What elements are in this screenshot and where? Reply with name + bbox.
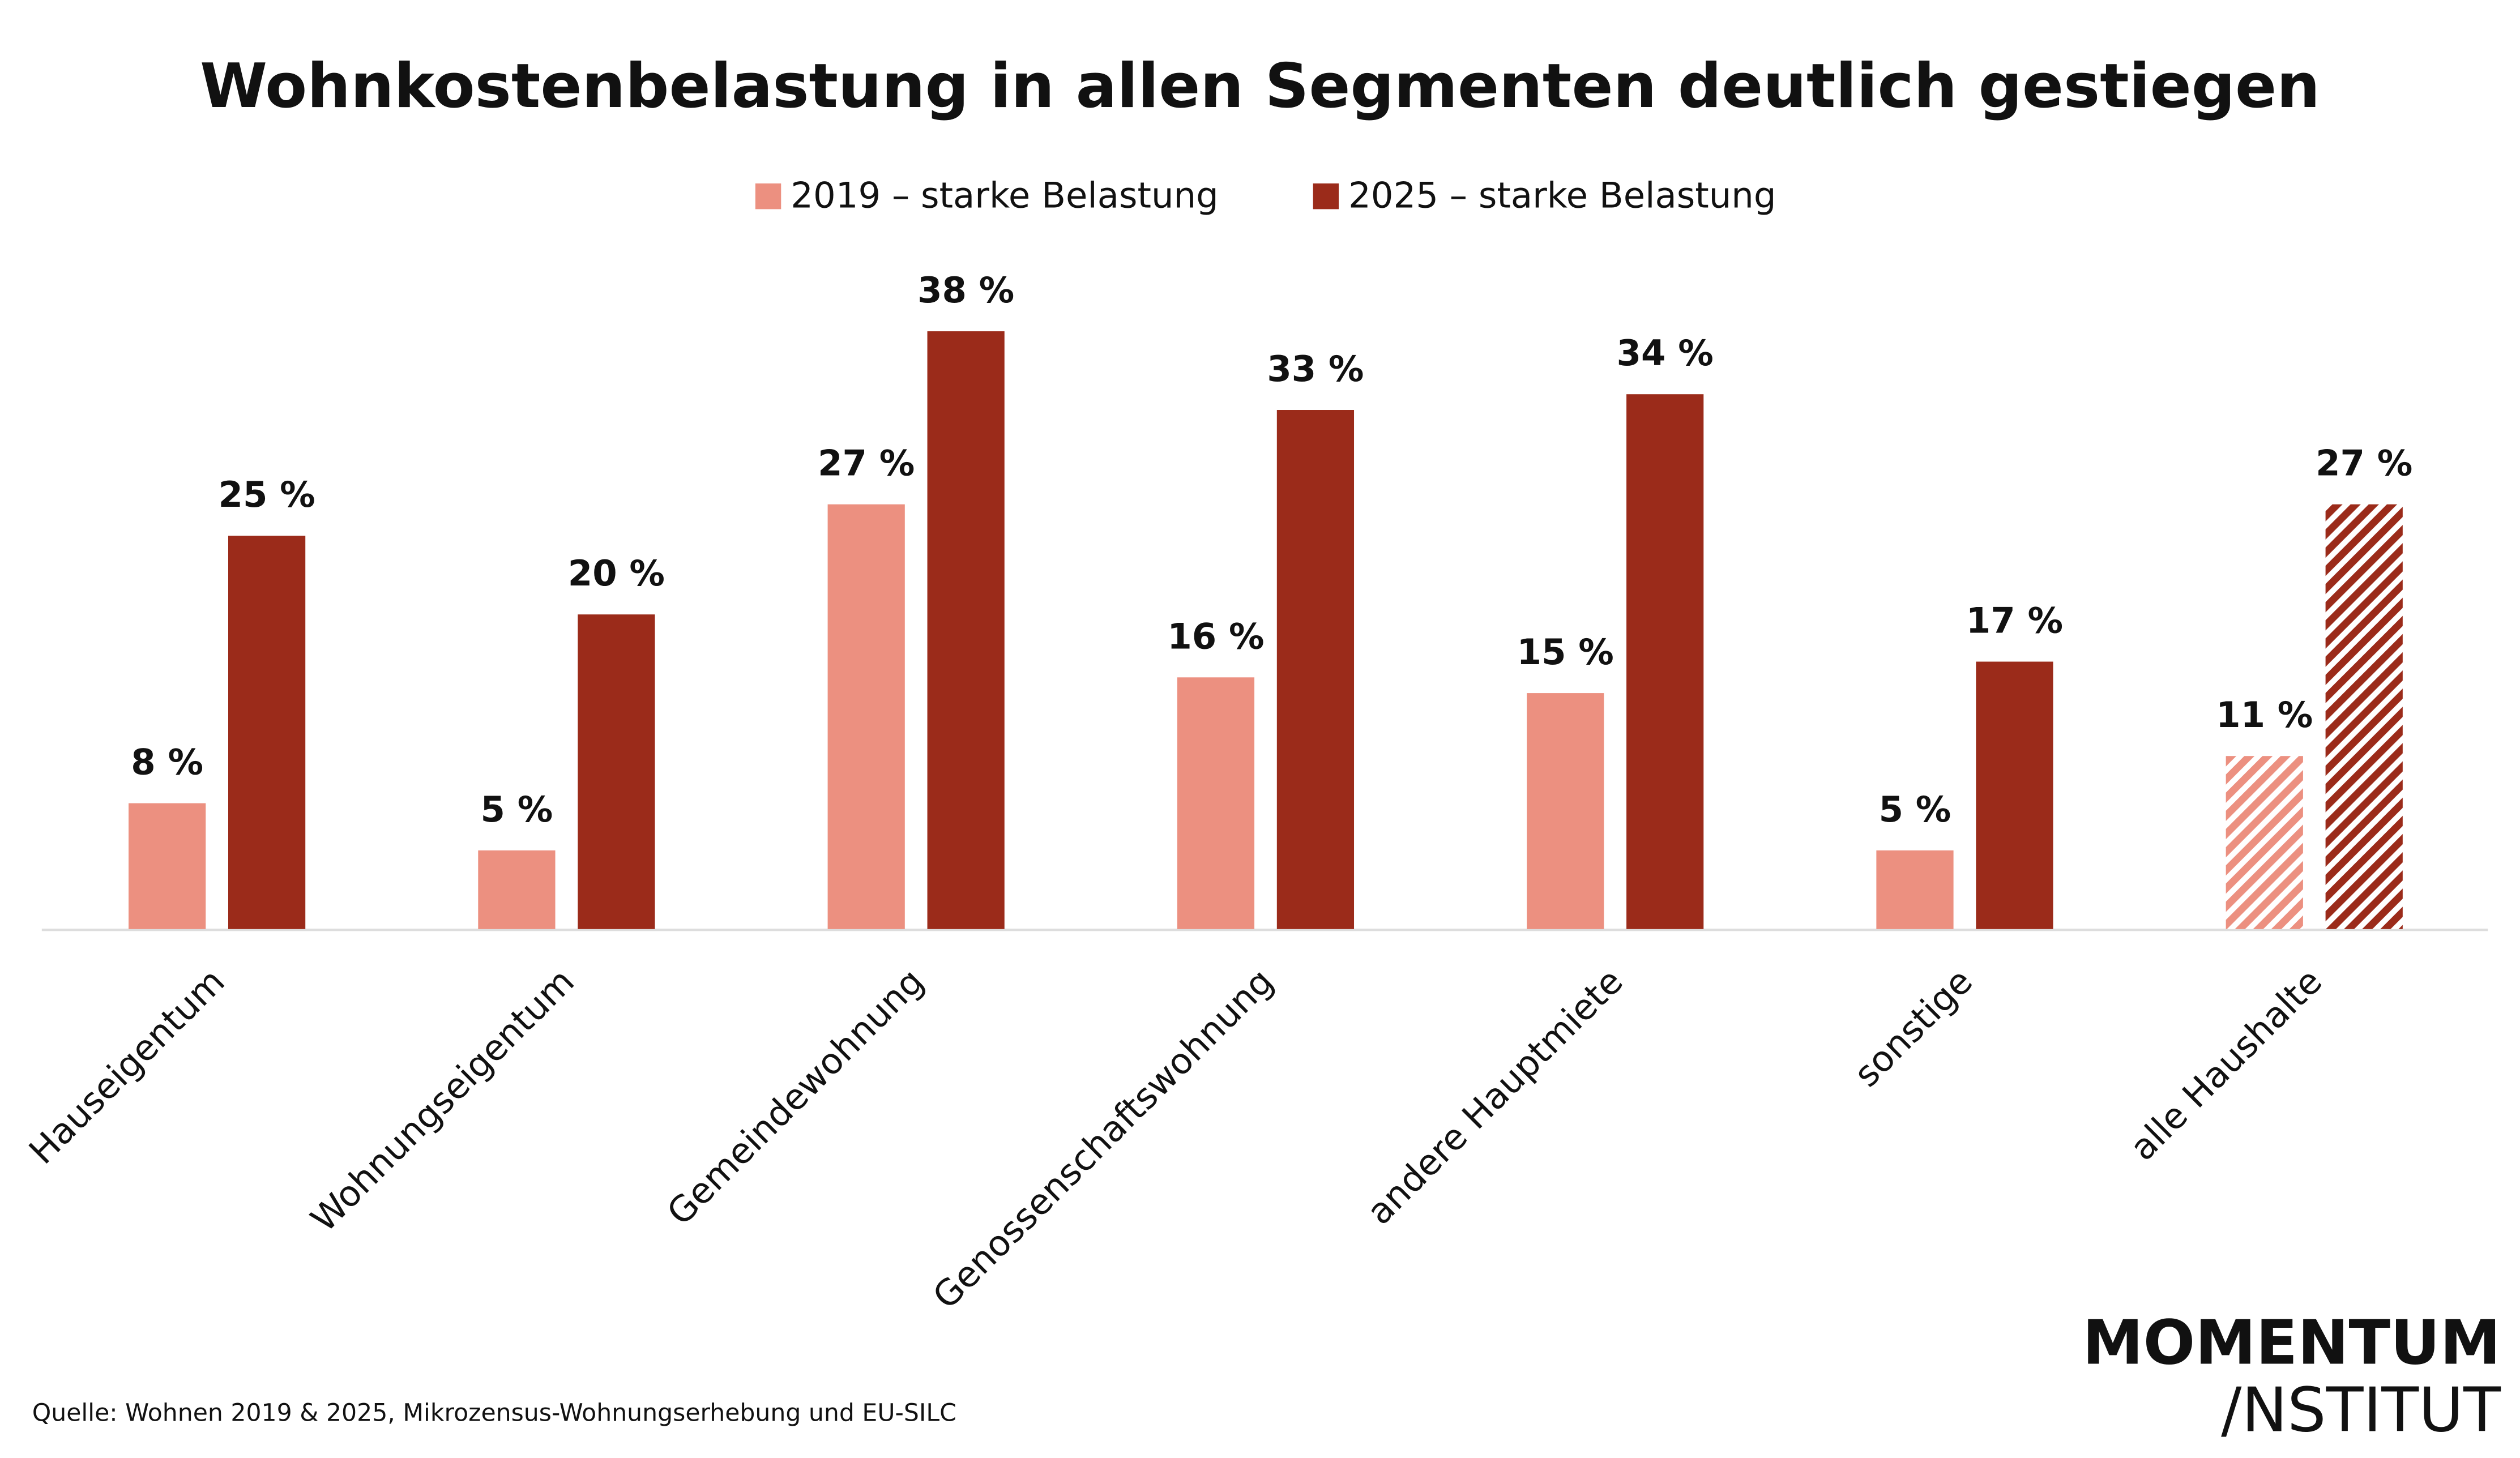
value-label: 8 %	[131, 742, 203, 783]
chart-title: Wohnkostenbelastung in allen Segmenten d…	[200, 51, 2320, 122]
value-label: 20 %	[568, 553, 665, 594]
x-tick-label: andere Hauptmiete	[1359, 960, 1631, 1233]
legend-swatch	[1313, 183, 1339, 209]
value-label: 15 %	[1517, 631, 1614, 673]
x-tick-label: alle Haushalte	[2122, 960, 2330, 1168]
x-tick-label: Hauseigentum	[21, 960, 233, 1172]
bar	[827, 504, 905, 929]
bar	[478, 850, 556, 929]
x-tick-label: Wohnungseigentum	[303, 960, 582, 1239]
value-label: 27 %	[2316, 443, 2412, 484]
x-tick-label: sonstige	[1846, 960, 1980, 1094]
bar	[1527, 693, 1604, 929]
bar	[927, 331, 1005, 929]
value-label: 11 %	[2216, 694, 2313, 736]
bar	[1177, 677, 1255, 929]
value-label: 16 %	[1167, 615, 1264, 657]
legend-label: 2019 – starke Belastung	[791, 175, 1218, 216]
value-label: 17 %	[1966, 600, 2063, 642]
x-tick-label: Gemeindewohnung	[659, 960, 932, 1233]
bar	[1626, 394, 1704, 929]
value-label: 5 %	[1879, 789, 1951, 830]
bar	[228, 536, 306, 929]
value-label: 27 %	[818, 443, 915, 484]
x-tick-label: Genossenschaftswohnung	[925, 960, 1281, 1316]
bar	[129, 803, 206, 929]
value-label: 25 %	[219, 474, 315, 515]
logo-line: /NSTITUT	[2221, 1375, 2501, 1446]
value-label: 33 %	[1267, 348, 1364, 390]
logo-line: MOMENTUM	[2082, 1307, 2501, 1378]
bar	[2325, 504, 2403, 929]
legend-label: 2025 – starke Belastung	[1348, 175, 1776, 216]
bar	[1876, 850, 1954, 929]
value-label: 5 %	[481, 789, 553, 830]
value-label: 34 %	[1617, 332, 1714, 374]
bar	[1276, 410, 1355, 929]
source-note: Quelle: Wohnen 2019 & 2025, Mikrozensus-…	[32, 1399, 956, 1427]
legend-swatch	[755, 183, 781, 209]
bar	[1976, 661, 2053, 929]
value-label: 38 %	[917, 270, 1014, 311]
bar	[578, 614, 655, 929]
bar	[2226, 756, 2303, 929]
